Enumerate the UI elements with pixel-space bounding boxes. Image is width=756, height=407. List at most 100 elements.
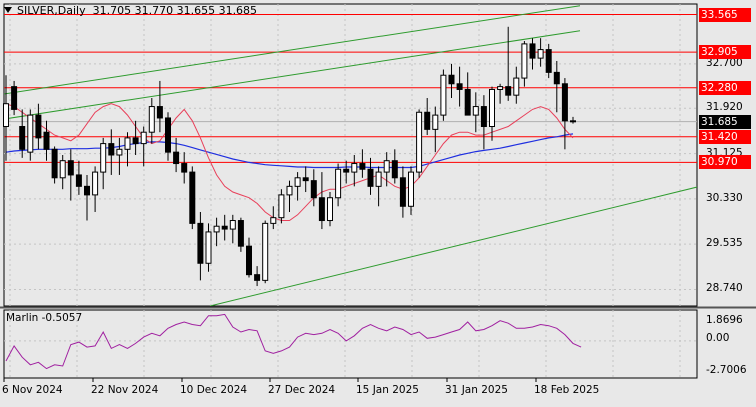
level-price-tag: 31.420 xyxy=(699,129,751,144)
candle-bear xyxy=(456,83,463,90)
candle-bull xyxy=(408,171,414,207)
candle-bear xyxy=(561,83,568,122)
candle-bear xyxy=(464,88,471,116)
oscillator-tick-label: 0.00 xyxy=(706,332,730,344)
candle-bull xyxy=(124,137,131,150)
candle-bear xyxy=(181,163,188,173)
level-price-tag: 32.280 xyxy=(699,80,751,95)
candle-bull xyxy=(278,194,285,219)
candle-bear xyxy=(19,126,26,150)
candle-bear xyxy=(399,177,406,207)
candle-bear xyxy=(189,171,196,224)
candle-bull xyxy=(497,86,504,90)
candle-bull xyxy=(59,160,66,179)
oscillator-tick-label: -2.7006 xyxy=(706,364,747,376)
candle-bear xyxy=(302,177,309,182)
candle-bull xyxy=(116,148,123,156)
candle-bull xyxy=(294,177,301,187)
candle-bull xyxy=(416,111,423,173)
candle-bear xyxy=(43,131,50,150)
candle-bull xyxy=(513,77,520,96)
chart-title[interactable]: SILVER,Daily 31.705 31.770 31.655 31.685 xyxy=(4,4,257,17)
channel-line xyxy=(4,5,581,95)
candle-bear xyxy=(254,274,261,281)
candle-bull xyxy=(270,217,277,224)
indicator-title: Marlin -0.5057 xyxy=(6,312,83,324)
candle-bull xyxy=(537,49,544,59)
oscillator-tick-label: 1.8696 xyxy=(706,314,743,326)
candle-bear xyxy=(11,86,18,110)
candle-bear xyxy=(35,114,42,139)
candle-bull xyxy=(92,171,99,196)
price-tick-label: 32.700 xyxy=(706,56,743,69)
candle-bull xyxy=(27,114,34,153)
candle-bear xyxy=(132,137,139,145)
ma-fast-line xyxy=(5,103,574,221)
candle-bear xyxy=(505,86,512,96)
oscillator-pane xyxy=(3,309,698,379)
candle-bull xyxy=(327,197,333,222)
candle-bear xyxy=(529,43,536,59)
channel-line xyxy=(4,30,581,120)
candle-bear xyxy=(84,185,90,196)
candle-bear xyxy=(221,225,228,230)
candle-bear xyxy=(545,49,552,73)
price-tick-label: 31.920 xyxy=(706,101,743,114)
candle-bull xyxy=(148,106,155,133)
candle-bull xyxy=(262,222,269,281)
date-label: 31 Jan 2025 xyxy=(445,384,508,396)
candle-bull xyxy=(3,103,9,128)
candle-bear xyxy=(570,120,576,123)
price-tick-label: 28.740 xyxy=(706,282,743,295)
candle-bear xyxy=(480,106,487,128)
candle-bear xyxy=(367,168,374,187)
level-price-tag: 32.905 xyxy=(699,45,751,60)
candle-bear xyxy=(318,197,325,222)
candle-bear xyxy=(197,222,204,264)
candle-bull xyxy=(489,88,495,128)
price-tick-label: 30.330 xyxy=(706,191,743,204)
candle-bear xyxy=(165,117,171,153)
symbol-timeframe: SILVER,Daily xyxy=(17,4,86,17)
candle-bull xyxy=(100,143,107,173)
candle-bull xyxy=(432,114,439,130)
candle-bear xyxy=(67,160,74,176)
candle-bear xyxy=(310,180,317,199)
channel-line xyxy=(209,186,697,306)
candle-bear xyxy=(173,151,180,165)
main-pane xyxy=(3,3,698,307)
candle-bear xyxy=(156,106,163,119)
candle-bull xyxy=(521,43,528,79)
ohlc-values: 31.705 31.770 31.655 31.685 xyxy=(92,4,258,17)
marlin-line xyxy=(5,313,582,370)
candle-bear xyxy=(359,163,366,170)
candle-bull xyxy=(286,185,293,196)
candle-bear xyxy=(108,143,115,156)
candle-bull xyxy=(472,106,479,116)
candle-bull xyxy=(335,168,342,199)
candle-bear xyxy=(343,168,350,173)
date-label: 15 Jan 2025 xyxy=(356,384,419,396)
candle-bull xyxy=(140,131,147,145)
candle-bear xyxy=(246,245,252,276)
level-price-tag: 30.970 xyxy=(699,155,751,170)
candle-bull xyxy=(351,163,358,173)
price-tick-label: 29.535 xyxy=(706,237,743,250)
date-label: 27 Dec 2024 xyxy=(268,384,336,396)
level-price-tag: 33.565 xyxy=(699,7,751,22)
candle-bear xyxy=(553,71,560,85)
dropdown-triangle-icon[interactable] xyxy=(4,7,12,13)
date-label: 6 Nov 2024 xyxy=(2,384,63,396)
candle-bull xyxy=(205,231,212,264)
current-price-tag: 31.685 xyxy=(699,114,751,129)
date-label: 10 Dec 2024 xyxy=(180,384,248,396)
candle-bull xyxy=(383,160,390,173)
candle-bull xyxy=(375,171,382,187)
candle-bull xyxy=(213,225,220,233)
candle-bear xyxy=(424,111,431,130)
candle-bear xyxy=(448,74,455,85)
date-label: 18 Feb 2025 xyxy=(534,384,600,396)
candle-bear xyxy=(75,174,82,187)
